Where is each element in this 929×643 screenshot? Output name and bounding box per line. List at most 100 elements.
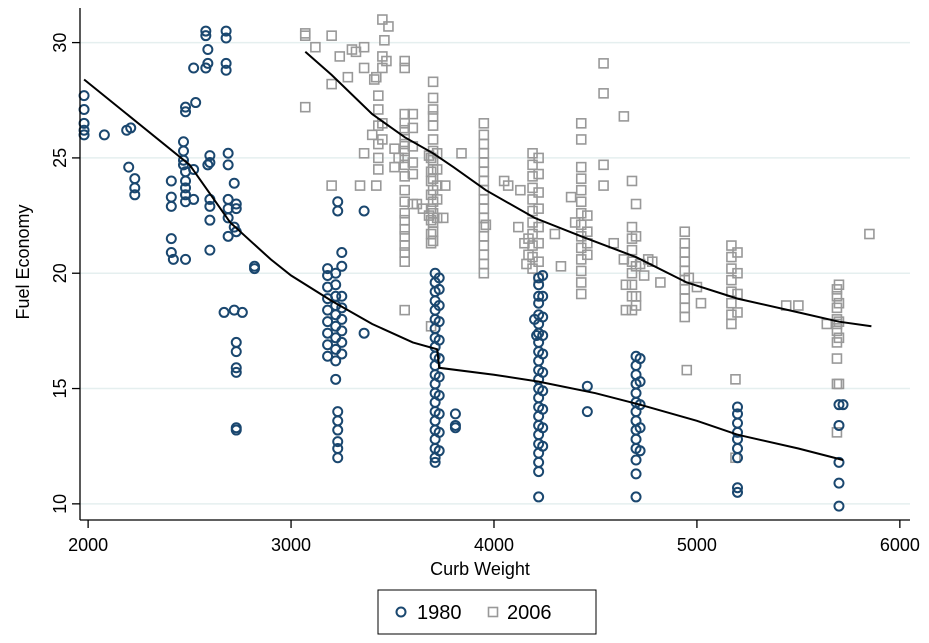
marker-2006	[626, 279, 638, 291]
marker-2006	[582, 226, 593, 238]
marker-1980	[732, 401, 744, 413]
marker-1980	[537, 329, 549, 341]
marker-2006	[575, 277, 587, 288]
marker-1980	[330, 373, 342, 385]
marker-2006	[407, 168, 419, 180]
marker-2006	[679, 247, 691, 258]
marker-2006	[598, 88, 609, 99]
marker-1980	[220, 64, 232, 76]
marker-1980	[180, 182, 192, 194]
marker-2006	[833, 279, 845, 291]
marker-1980	[322, 327, 334, 339]
marker-1980	[230, 198, 242, 210]
marker-2006	[407, 122, 419, 134]
marker-2006	[431, 194, 443, 205]
marker-1980	[581, 380, 593, 392]
marker-1980	[98, 129, 110, 141]
marker-2006	[478, 249, 490, 261]
marker-1980	[165, 246, 177, 258]
marker-2006	[478, 118, 490, 129]
marker-1980	[222, 212, 234, 224]
marker-1980	[433, 426, 445, 438]
marker-1980	[332, 452, 344, 464]
legend-label-2006: 2006	[507, 602, 552, 624]
marker-1980	[833, 419, 845, 431]
marker-1980	[336, 336, 348, 348]
marker-2006	[833, 378, 845, 390]
marker-2006	[513, 221, 524, 233]
marker-2006	[726, 297, 737, 309]
marker-1980	[330, 279, 342, 291]
marker-1980	[204, 214, 216, 226]
y-tick-label-25: 25	[50, 148, 70, 168]
marker-1980	[537, 311, 549, 323]
marker-2006	[575, 134, 587, 145]
x-tick-label-4000: 4000	[474, 535, 514, 555]
marker-1980	[336, 302, 348, 314]
marker-2006	[575, 161, 587, 173]
marker-1980	[332, 415, 344, 427]
marker-1980	[180, 253, 192, 265]
marker-2006	[598, 180, 609, 191]
marker-1980	[322, 263, 334, 275]
marker-1980	[222, 230, 234, 242]
legend-box	[377, 589, 597, 635]
marker-1980	[129, 182, 141, 194]
marker-2006	[431, 164, 443, 175]
marker-2006	[399, 196, 410, 208]
y-tick-label-30: 30	[50, 33, 70, 53]
marker-2006	[575, 288, 587, 300]
marker-2006	[515, 184, 526, 196]
marker-1980	[537, 385, 549, 397]
marker-1980	[533, 290, 545, 302]
marker-2006	[582, 210, 593, 221]
marker-1980	[533, 456, 545, 468]
marker-2006	[399, 171, 410, 182]
marker-1980	[129, 173, 141, 185]
marker-1980	[630, 491, 642, 503]
marker-2006	[679, 293, 691, 304]
marker-1980	[429, 456, 441, 468]
marker-1980	[358, 327, 370, 339]
axes	[79, 8, 910, 521]
marker-1980	[230, 366, 242, 378]
marker-2006	[326, 78, 337, 90]
marker-1980	[204, 157, 216, 169]
marker-1980	[322, 350, 334, 362]
marker-2006	[389, 143, 400, 154]
marker-2006	[821, 318, 833, 330]
marker-2006	[427, 92, 439, 104]
marker-1980	[336, 348, 348, 360]
marker-1980	[433, 334, 445, 346]
marker-2006	[620, 279, 632, 291]
marker-1980	[449, 422, 461, 434]
marker-2006	[831, 290, 843, 302]
marker-2006	[399, 207, 410, 219]
marker-2006	[502, 180, 514, 191]
marker-2006	[575, 219, 587, 231]
marker-1980	[204, 200, 216, 212]
marker-1980	[177, 154, 189, 166]
marker-2006	[425, 237, 437, 249]
marker-1980	[433, 445, 445, 457]
marker-2006	[299, 28, 311, 39]
marker-2006	[793, 300, 804, 311]
marker-1980	[537, 290, 549, 302]
marker-1980	[218, 306, 230, 318]
marker-2006	[575, 196, 587, 208]
marker-2006	[533, 256, 544, 267]
marker-1980	[634, 399, 646, 411]
x-tick-label-6000: 6000	[880, 535, 920, 555]
marker-2006	[679, 237, 691, 249]
marker-2006	[478, 203, 490, 214]
marker-1980	[230, 336, 242, 348]
marker-1980	[581, 406, 593, 418]
x-tick-label-2000: 2000	[68, 535, 108, 555]
marker-2006	[381, 55, 392, 67]
marker-1980	[630, 433, 642, 445]
marker-2006	[831, 427, 843, 438]
marker-2006	[527, 240, 538, 251]
marker-1980	[188, 163, 200, 175]
series-markers	[78, 14, 875, 512]
